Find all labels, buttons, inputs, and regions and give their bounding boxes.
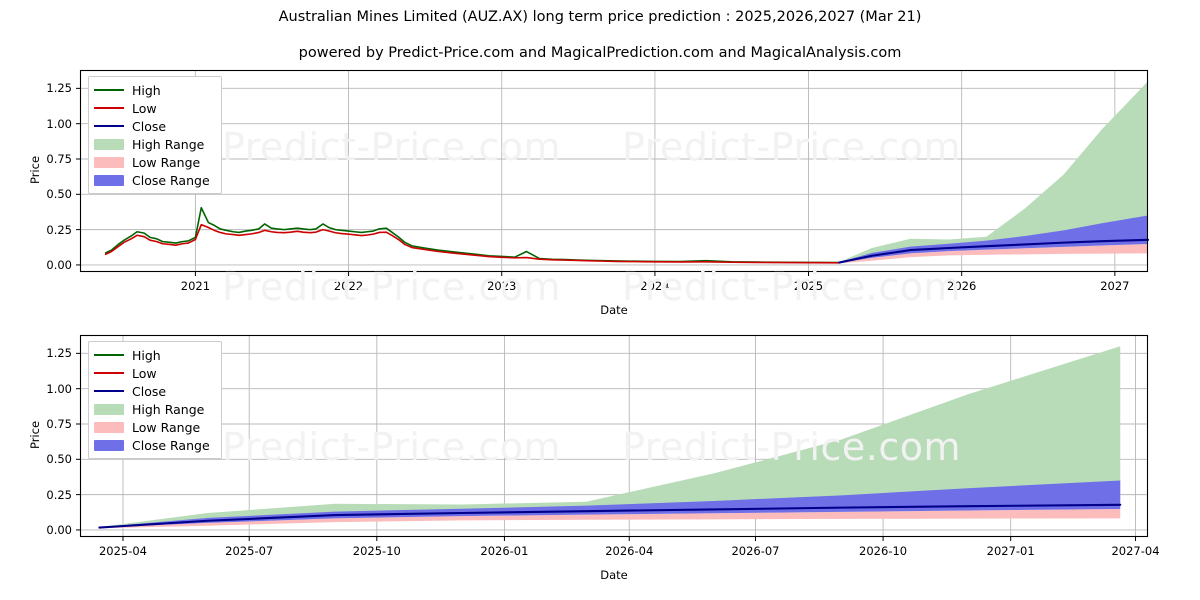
legend-swatch-high-range-icon	[94, 138, 124, 150]
x-tick-label: 2026-01	[480, 544, 529, 558]
legend-label: Low Range	[132, 419, 201, 435]
legend-item-low-range[interactable]: Low Range	[94, 418, 214, 436]
x-tick-label: 2025-10	[352, 544, 401, 558]
top-chart-plot	[76, 69, 1150, 276]
legend-label: Close	[132, 118, 167, 134]
bottom-x-axis-label: Date	[600, 568, 628, 582]
y-tick-label: 0.50	[46, 187, 72, 202]
x-tick-label: 2027-04	[1111, 544, 1160, 558]
legend-swatch-close-range-icon	[94, 439, 124, 451]
x-tick-label: 2026-04	[605, 544, 654, 558]
bottom-chart-legend[interactable]: High Low Close High Range Low Range Close Ran…	[88, 341, 222, 459]
y-tick-label: 1.25	[46, 346, 72, 361]
legend-item-close[interactable]: Close	[94, 382, 214, 400]
legend-item-close-range[interactable]: Close Range	[94, 436, 214, 454]
legend-label: High	[132, 347, 161, 363]
legend-label: Low	[132, 365, 157, 381]
legend-label: High Range	[132, 136, 205, 152]
x-tick-label: 2024	[640, 279, 670, 293]
bottom-chart-plot	[76, 334, 1149, 541]
y-tick-label: 0.25	[46, 222, 72, 237]
legend-swatch-high-icon	[94, 84, 124, 96]
y-tick-label: 0.50	[46, 452, 72, 467]
x-tick-label: 2023	[487, 279, 517, 293]
x-tick-label: 2025	[793, 279, 824, 293]
legend-item-low[interactable]: Low	[94, 99, 214, 117]
legend-item-close-range[interactable]: Close Range	[94, 171, 214, 189]
legend-swatch-low-range-icon	[94, 421, 124, 433]
y-tick-label: 0.00	[46, 257, 72, 272]
x-tick-label: 2027	[1100, 279, 1130, 293]
legend-item-high-range[interactable]: High Range	[94, 400, 214, 418]
y-tick-label: 0.00	[46, 522, 72, 537]
legend-label: High	[132, 82, 161, 98]
legend-item-low-range[interactable]: Low Range	[94, 153, 214, 171]
legend-item-high[interactable]: High	[94, 346, 214, 364]
legend-item-high-range[interactable]: High Range	[94, 135, 214, 153]
legend-label: Low Range	[132, 154, 201, 170]
legend-swatch-high-icon	[94, 349, 124, 361]
legend-swatch-high-range-icon	[94, 403, 124, 415]
top-chart-legend[interactable]: High Low Close High Range Low Range Close Ran…	[88, 76, 222, 194]
y-tick-label: 1.00	[46, 116, 72, 131]
legend-swatch-low-icon	[94, 102, 124, 114]
bottom-chart-panel	[76, 334, 1149, 541]
y-tick-label: 1.00	[46, 381, 72, 396]
legend-swatch-low-range-icon	[94, 156, 124, 168]
x-tick-label: 2027-01	[986, 544, 1035, 558]
legend-item-low[interactable]: Low	[94, 364, 214, 382]
legend-swatch-close-icon	[94, 385, 124, 397]
x-tick-label: 2026-10	[859, 544, 908, 558]
y-tick-label: 0.75	[46, 151, 72, 166]
legend-item-high[interactable]: High	[94, 81, 214, 99]
legend-label: Close	[132, 383, 167, 399]
x-tick-label: 2026	[947, 279, 977, 293]
y-tick-label: 1.25	[46, 81, 72, 96]
page-title: Australian Mines Limited (AUZ.AX) long t…	[278, 9, 922, 25]
legend-label: Low	[132, 100, 157, 116]
legend-swatch-low-icon	[94, 367, 124, 379]
legend-label: Close Range	[132, 437, 210, 453]
x-tick-label: 2021	[180, 279, 211, 293]
y-tick-label: 0.75	[46, 416, 72, 431]
legend-swatch-close-icon	[94, 120, 124, 132]
x-tick-label: 2022	[333, 279, 364, 293]
top-chart-panel	[76, 69, 1150, 276]
legend-label: High Range	[132, 401, 205, 417]
legend-item-close[interactable]: Close	[94, 117, 214, 135]
y-tick-label: 0.25	[46, 487, 72, 502]
legend-label: Close Range	[132, 172, 210, 188]
page-subtitle: powered by Predict-Price.com and Magical…	[298, 45, 902, 61]
x-tick-label: 2025-04	[98, 544, 148, 558]
x-tick-label: 2026-07	[731, 544, 780, 558]
top-x-axis-label: Date	[600, 303, 628, 317]
legend-swatch-close-range-icon	[94, 174, 124, 186]
x-tick-label: 2025-07	[225, 544, 274, 558]
